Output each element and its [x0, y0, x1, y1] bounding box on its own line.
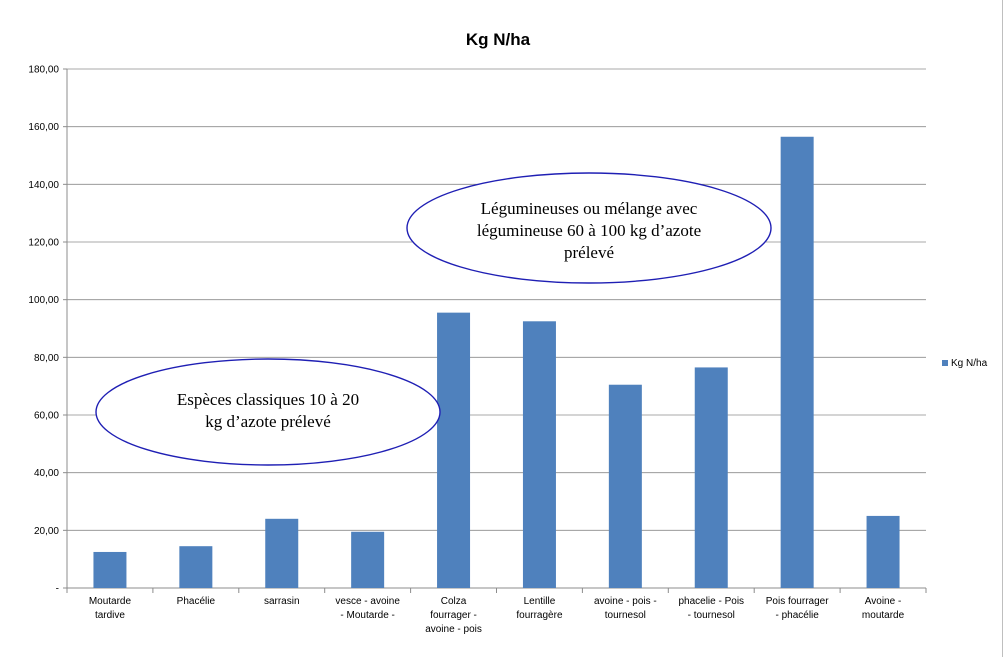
legend-swatch — [942, 360, 948, 366]
bar — [694, 367, 728, 588]
x-tick-label: fourrager - — [430, 610, 477, 621]
x-tick-label: Moutarde — [89, 596, 132, 607]
bar — [179, 546, 213, 588]
annotation-callout: Légumineuses ou mélange avec légumineuse … — [406, 172, 772, 284]
x-tick-label: Avoine - — [865, 596, 902, 607]
x-tick-label: avoine - pois — [425, 624, 482, 635]
x-tick-label: moutarde — [862, 610, 905, 621]
y-tick-label: 180,00 — [28, 65, 59, 76]
bars — [93, 136, 900, 588]
annotation-text: Espèces classiques 10 à 20 — [177, 390, 359, 409]
legend-label: Kg N/ha — [951, 358, 988, 369]
x-tick-label: Pois fourrager — [766, 596, 829, 607]
y-tick-label: 160,00 — [28, 122, 59, 133]
y-tick-label: 40,00 — [34, 468, 59, 479]
x-tick-label: vesce - avoine — [335, 596, 400, 607]
bar — [265, 518, 299, 588]
annotation-text: kg d’azote prélevé — [205, 412, 331, 431]
x-tick-label: - tournesol — [688, 610, 735, 621]
y-tick-label: 20,00 — [34, 526, 59, 537]
x-tick-label: Phacélie — [177, 596, 216, 607]
x-tick-label: phacelie - Pois — [678, 596, 744, 607]
bar — [866, 515, 900, 588]
bar — [522, 321, 556, 588]
annotation-ellipse — [406, 172, 772, 284]
y-tick-label: 140,00 — [28, 180, 59, 191]
y-tick-label: 80,00 — [34, 353, 59, 364]
x-tick-label: avoine - pois - — [594, 596, 657, 607]
bar — [608, 384, 642, 588]
annotation-text: Légumineuses ou mélange avec — [481, 199, 698, 218]
x-tick-label: tardive — [95, 610, 125, 621]
annotation-ellipse — [95, 358, 441, 466]
annotation-text: prélevé — [564, 243, 614, 262]
bar — [437, 312, 471, 588]
annotations: Espèces classiques 10 à 20 kg d’azote pré… — [95, 172, 772, 466]
annotation-callout: Espèces classiques 10 à 20 kg d’azote pré… — [95, 358, 441, 466]
x-tick-label: Colza — [441, 596, 467, 607]
x-tick-label: sarrasin — [264, 596, 300, 607]
y-tick-label: - — [56, 584, 59, 595]
x-tick-label: Lentille — [524, 596, 556, 607]
legend: Kg N/ha — [942, 358, 988, 369]
x-tick-label: tournesol — [605, 610, 646, 621]
bar — [351, 531, 385, 588]
bar — [780, 136, 814, 588]
y-tick-label: 60,00 — [34, 411, 59, 422]
bar — [93, 551, 127, 588]
x-tick-label: fourragère — [516, 610, 563, 621]
y-tick-label: 100,00 — [28, 295, 59, 306]
chart-title: Kg N/ha — [466, 30, 531, 49]
x-tick-label: - phacélie — [775, 610, 819, 621]
annotation-text: légumineuse 60 à 100 kg d’azote — [477, 221, 701, 240]
y-tick-label: 120,00 — [28, 238, 59, 249]
x-tick-label: - Moutarde - — [340, 610, 394, 621]
category-labels: Moutarde tardive Phacélie sarrasin vesce - a… — [89, 596, 905, 635]
